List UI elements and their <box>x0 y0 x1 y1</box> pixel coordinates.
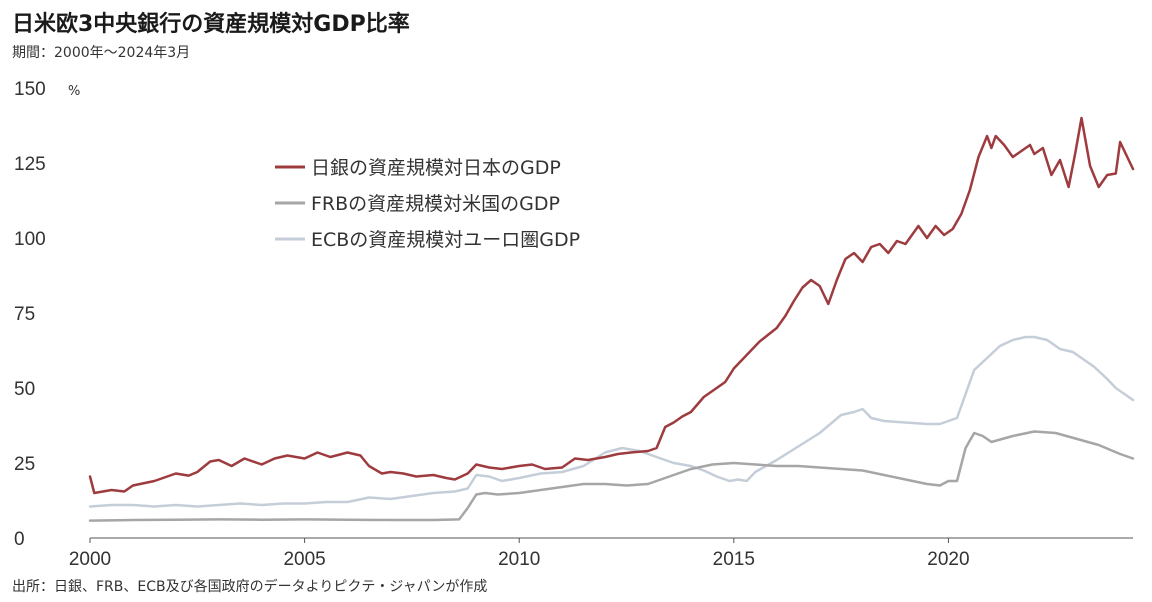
y-tick-label: 150 <box>14 79 46 100</box>
chart-subtitle: 期間：2000年～2024年3月 <box>12 45 191 61</box>
legend-label-2: FRBの資産規模対米国のGDP <box>311 193 560 215</box>
series-line-3 <box>88 335 1135 508</box>
legend-label-1: 日銀の資産規模対日本のGDP <box>311 157 561 179</box>
x-tick-label: 2000 <box>69 549 111 570</box>
x-tick-label: 2005 <box>283 549 325 570</box>
x-tick-label: 2010 <box>498 549 540 570</box>
series-line-1 <box>88 116 1135 495</box>
y-tick-label: 50 <box>14 379 35 400</box>
x-tick-label: 2020 <box>927 549 969 570</box>
y-unit-label: % <box>68 84 80 99</box>
series-line-2 <box>88 430 1135 522</box>
y-tick-label: 75 <box>14 304 35 325</box>
chart-lines <box>88 116 1135 522</box>
y-tick-label: 100 <box>14 229 46 250</box>
y-tick-label: 0 <box>14 529 25 550</box>
source-note: 出所：日銀、FRB、ECB及び各国政府のデータよりピクテ・ジャパンが作成 <box>12 579 488 595</box>
chart-title: 日米欧3中央銀行の資産規模対GDP比率 <box>12 12 410 37</box>
legend-label-3: ECBの資産規模対ユーロ圏GDP <box>311 229 580 251</box>
y-tick-label: 25 <box>14 454 35 475</box>
y-tick-label: 125 <box>14 154 46 175</box>
x-tick-label: 2015 <box>713 549 755 570</box>
chart-axes: 0 25 50 75 100 125 150 % 2000 2005 2010 2015 2020 <box>14 79 1133 570</box>
chart-legend: 日銀の資産規模対日本のGDP FRBの資産規模対米国のGDP ECBの資産規模対ユー… <box>275 157 580 251</box>
